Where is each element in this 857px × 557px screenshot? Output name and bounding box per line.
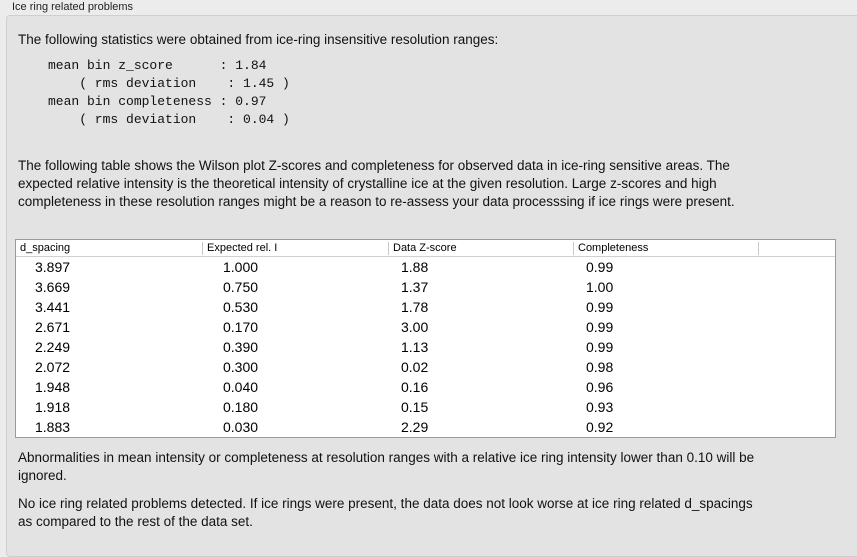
stats-block: mean bin z_score : 1.84 ( rms deviation … [48, 58, 290, 127]
table-row[interactable]: 1.948 0.040 0.16 0.96 [16, 377, 835, 397]
table-description: The following table shows the Wilson plo… [18, 158, 735, 209]
table-cell: 0.170 [223, 319, 259, 335]
table-cell: 0.530 [223, 299, 259, 315]
table-cell: 0.16 [401, 379, 429, 395]
table-row[interactable]: 2.072 0.300 0.02 0.98 [16, 357, 835, 377]
table-cell: 0.99 [586, 259, 614, 275]
note-result: No ice ring related problems detected. I… [18, 496, 753, 529]
table-row[interactable]: 3.669 0.750 1.37 1.00 [16, 277, 835, 297]
table-cell: 0.02 [401, 359, 429, 375]
table-cell: 0.96 [586, 379, 614, 395]
table-cell: 2.072 [35, 359, 71, 375]
table-cell: 1.918 [35, 399, 71, 415]
table-cell: 3.669 [35, 279, 71, 295]
table-row[interactable]: 3.441 0.530 1.78 0.99 [16, 297, 835, 317]
column-header[interactable]: Data Z-score [388, 242, 457, 255]
table-row[interactable]: 2.671 0.170 3.00 0.99 [16, 317, 835, 337]
table-cell: 2.249 [35, 339, 71, 355]
table-cell: 2.671 [35, 319, 71, 335]
table-cell: 1.88 [401, 259, 429, 275]
table-cell: 1.00 [586, 279, 614, 295]
table-cell: 1.948 [35, 379, 71, 395]
table-cell: 3.00 [401, 319, 429, 335]
table-cell: 0.99 [586, 319, 614, 335]
column-header[interactable]: Expected rel. I [202, 242, 277, 255]
table-cell: 1.13 [401, 339, 429, 355]
table-cell: 0.99 [586, 339, 614, 355]
table-cell: 0.300 [223, 359, 259, 375]
table-cell: 0.750 [223, 279, 259, 295]
table-header: d_spacing Expected rel. I Data Z-score Comp… [16, 240, 835, 257]
table-cell: 1.78 [401, 299, 429, 315]
table-cell: 3.897 [35, 259, 71, 275]
intro-text: The following statistics were obtained f… [18, 32, 499, 47]
group-title: Ice ring related problems [12, 1, 134, 13]
table-cell: 0.93 [586, 399, 614, 415]
table-cell: 0.99 [586, 299, 614, 315]
table-row[interactable]: 2.249 0.390 1.13 0.99 [16, 337, 835, 357]
table-cell: 0.390 [223, 339, 259, 355]
column-header-empty [758, 242, 763, 255]
table-cell: 2.29 [401, 419, 429, 435]
ice-ring-table[interactable]: d_spacing Expected rel. I Data Z-score Comp… [15, 239, 836, 438]
note-abnormalities: Abnormalities in mean intensity or compl… [18, 450, 755, 483]
table-cell: 0.180 [223, 399, 259, 415]
table-cell: 3.441 [35, 299, 71, 315]
column-header[interactable]: Completeness [573, 242, 648, 255]
table-row[interactable]: 1.918 0.180 0.15 0.93 [16, 397, 835, 417]
table-cell: 0.98 [586, 359, 614, 375]
table-row[interactable]: 1.883 0.030 2.29 0.92 [16, 417, 835, 437]
table-cell: 0.15 [401, 399, 429, 415]
table-cell: 0.92 [586, 419, 614, 435]
column-header[interactable]: d_spacing [20, 242, 71, 254]
table-cell: 1.37 [401, 279, 429, 295]
table-cell: 1.883 [35, 419, 71, 435]
table-cell: 0.040 [223, 379, 259, 395]
table-row[interactable]: 3.897 1.000 1.88 0.99 [16, 257, 835, 277]
table-cell: 0.030 [223, 419, 259, 435]
table-cell: 1.000 [223, 259, 259, 275]
